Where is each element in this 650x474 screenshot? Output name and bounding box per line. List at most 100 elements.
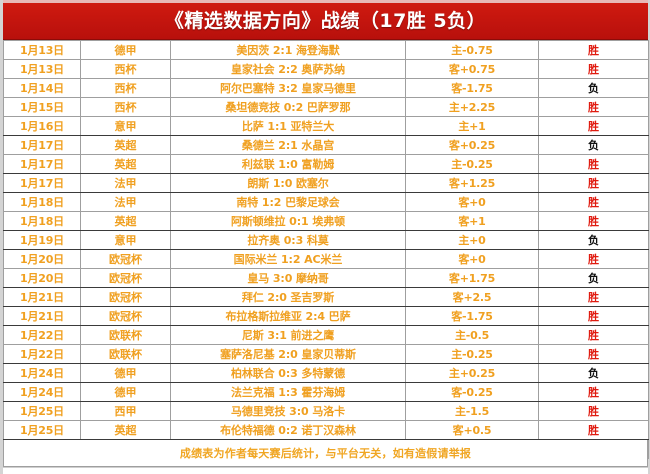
table-row: 1月16日 意甲 比萨 1:1 亚特兰大 主+1 胜 (3, 116, 649, 136)
cell-date: 1月20日 (3, 249, 81, 269)
cell-league: 欧联杯 (80, 325, 171, 345)
cell-handicap: 客-0.25 (405, 382, 539, 402)
cell-league: 英超 (80, 420, 171, 440)
cell-league: 西杯 (80, 78, 171, 98)
table-row: 1月17日 英超 桑德兰 2:1 水晶宫 客+0.25 负 (3, 135, 649, 155)
cell-handicap: 主-0.5 (405, 325, 539, 345)
table-row: 1月25日 英超 布伦特福德 0:2 诺丁汉森林 客+0.5 胜 (3, 420, 649, 440)
cell-result: 胜 (538, 401, 649, 421)
cell-handicap: 主+0.25 (405, 363, 539, 383)
cell-match: 阿斯顿维拉 0:1 埃弗顿 (170, 211, 406, 231)
cell-match: 布伦特福德 0:2 诺丁汉森林 (170, 420, 406, 440)
cell-handicap: 客+0.5 (405, 420, 539, 440)
table-row: 1月24日 德甲 柏林联合 0:3 多特蒙德 主+0.25 负 (3, 363, 649, 383)
table-row: 1月17日 法甲 朗斯 1:0 欧塞尔 客+1.25 胜 (3, 173, 649, 193)
table-row: 1月25日 西甲 马德里竞技 3:0 马洛卡 主-1.5 胜 (3, 401, 649, 421)
cell-match: 布拉格斯拉维亚 2:4 巴萨 (170, 306, 406, 326)
cell-match: 阿尔巴塞特 3:2 皇家马德里 (170, 78, 406, 98)
cell-result: 胜 (538, 192, 649, 212)
cell-date: 1月21日 (3, 306, 81, 326)
cell-result: 胜 (538, 97, 649, 117)
cell-result: 胜 (538, 325, 649, 345)
cell-result: 胜 (538, 59, 649, 79)
cell-match: 尼斯 3:1 前进之鹰 (170, 325, 406, 345)
cell-match: 塞萨洛尼基 2:0 皇家贝蒂斯 (170, 344, 406, 364)
cell-handicap: 主+2.25 (405, 97, 539, 117)
cell-handicap: 客+1 (405, 211, 539, 231)
cell-handicap: 主+0 (405, 230, 539, 250)
table-row: 1月14日 西杯 阿尔巴塞特 3:2 皇家马德里 客-1.75 负 (3, 78, 649, 98)
cell-date: 1月18日 (3, 192, 81, 212)
cell-result: 胜 (538, 154, 649, 174)
table-row: 1月20日 欧冠杯 国际米兰 1:2 AC米兰 客+0 胜 (3, 249, 649, 269)
cell-date: 1月14日 (3, 78, 81, 98)
cell-handicap: 主-0.25 (405, 344, 539, 364)
cell-result: 胜 (538, 306, 649, 326)
cell-league: 意甲 (80, 230, 171, 250)
cell-result: 胜 (538, 287, 649, 307)
cell-result: 负 (538, 78, 649, 98)
table-row: 1月13日 德甲 美因茨 2:1 海登海默 主-0.75 胜 (3, 40, 649, 60)
cell-league: 欧冠杯 (80, 306, 171, 326)
cell-result: 负 (538, 230, 649, 250)
table-row: 1月21日 欧冠杯 拜仁 2:0 圣吉罗斯 客+2.5 胜 (3, 287, 649, 307)
footer-note: 成绩表为作者每天赛后统计，与平台无关，如有造假请举报 (179, 447, 472, 460)
cell-date: 1月22日 (3, 325, 81, 345)
cell-match: 拉齐奥 0:3 科莫 (170, 230, 406, 250)
table-row: 1月13日 西杯 皇家社会 2:2 奥萨苏纳 客+0.75 胜 (3, 59, 649, 79)
cell-match: 朗斯 1:0 欧塞尔 (170, 173, 406, 193)
cell-match: 桑德兰 2:1 水晶宫 (170, 135, 406, 155)
cell-match: 国际米兰 1:2 AC米兰 (170, 249, 406, 269)
cell-league: 德甲 (80, 363, 171, 383)
match-record-table: 1月13日 德甲 美因茨 2:1 海登海默 主-0.75 胜 1月13日 西杯 皇家社会 2:… (3, 40, 649, 459)
table-row: 1月18日 法甲 南特 1:2 巴黎足球会 客+0 胜 (3, 192, 649, 212)
cell-handicap: 客+0.25 (405, 135, 539, 155)
cell-result: 胜 (538, 420, 649, 440)
footer-bar: 成绩表为作者每天赛后统计，与平台无关，如有造假请举报 (3, 440, 648, 467)
cell-handicap: 主+1 (405, 116, 539, 136)
table-row: 1月15日 西杯 桑坦德竞技 0:2 巴萨罗那 主+2.25 胜 (3, 97, 649, 117)
cell-match: 皇马 3:0 摩纳哥 (170, 268, 406, 288)
cell-result: 负 (538, 135, 649, 155)
cell-date: 1月25日 (3, 401, 81, 421)
cell-handicap: 客+2.5 (405, 287, 539, 307)
cell-league: 欧冠杯 (80, 268, 171, 288)
cell-date: 1月21日 (3, 287, 81, 307)
cell-league: 德甲 (80, 382, 171, 402)
cell-date: 1月18日 (3, 211, 81, 231)
table-row: 1月20日 欧冠杯 皇马 3:0 摩纳哥 客+1.75 负 (3, 268, 649, 288)
cell-date: 1月13日 (3, 40, 81, 60)
cell-match: 桑坦德竞技 0:2 巴萨罗那 (170, 97, 406, 117)
table-row: 1月22日 欧联杯 塞萨洛尼基 2:0 皇家贝蒂斯 主-0.25 胜 (3, 344, 649, 364)
cell-league: 德甲 (80, 40, 171, 60)
cell-match: 南特 1:2 巴黎足球会 (170, 192, 406, 212)
cell-match: 比萨 1:1 亚特兰大 (170, 116, 406, 136)
cell-handicap: 主-0.25 (405, 154, 539, 174)
cell-handicap: 主-0.75 (405, 40, 539, 60)
cell-result: 胜 (538, 116, 649, 136)
cell-date: 1月17日 (3, 154, 81, 174)
cell-handicap: 客+0.75 (405, 59, 539, 79)
cell-date: 1月15日 (3, 97, 81, 117)
cell-date: 1月16日 (3, 116, 81, 136)
cell-league: 英超 (80, 211, 171, 231)
table-row: 1月21日 欧冠杯 布拉格斯拉维亚 2:4 巴萨 客-1.75 胜 (3, 306, 649, 326)
cell-league: 法甲 (80, 192, 171, 212)
cell-result: 胜 (538, 249, 649, 269)
cell-match: 拜仁 2:0 圣吉罗斯 (170, 287, 406, 307)
cell-result: 负 (538, 268, 649, 288)
cell-result: 胜 (538, 211, 649, 231)
page-title: 《精选数据方向》战绩（17胜 5负） (164, 9, 487, 32)
cell-league: 西甲 (80, 401, 171, 421)
cell-match: 法兰克福 1:3 霍芬海姆 (170, 382, 406, 402)
table-row: 1月18日 英超 阿斯顿维拉 0:1 埃弗顿 客+1 胜 (3, 211, 649, 231)
cell-league: 西杯 (80, 97, 171, 117)
cell-league: 法甲 (80, 173, 171, 193)
cell-handicap: 客-1.75 (405, 306, 539, 326)
cell-handicap: 客+1.25 (405, 173, 539, 193)
cell-date: 1月20日 (3, 268, 81, 288)
cell-result: 胜 (538, 173, 649, 193)
cell-handicap: 客-1.75 (405, 78, 539, 98)
cell-date: 1月17日 (3, 135, 81, 155)
cell-date: 1月13日 (3, 59, 81, 79)
